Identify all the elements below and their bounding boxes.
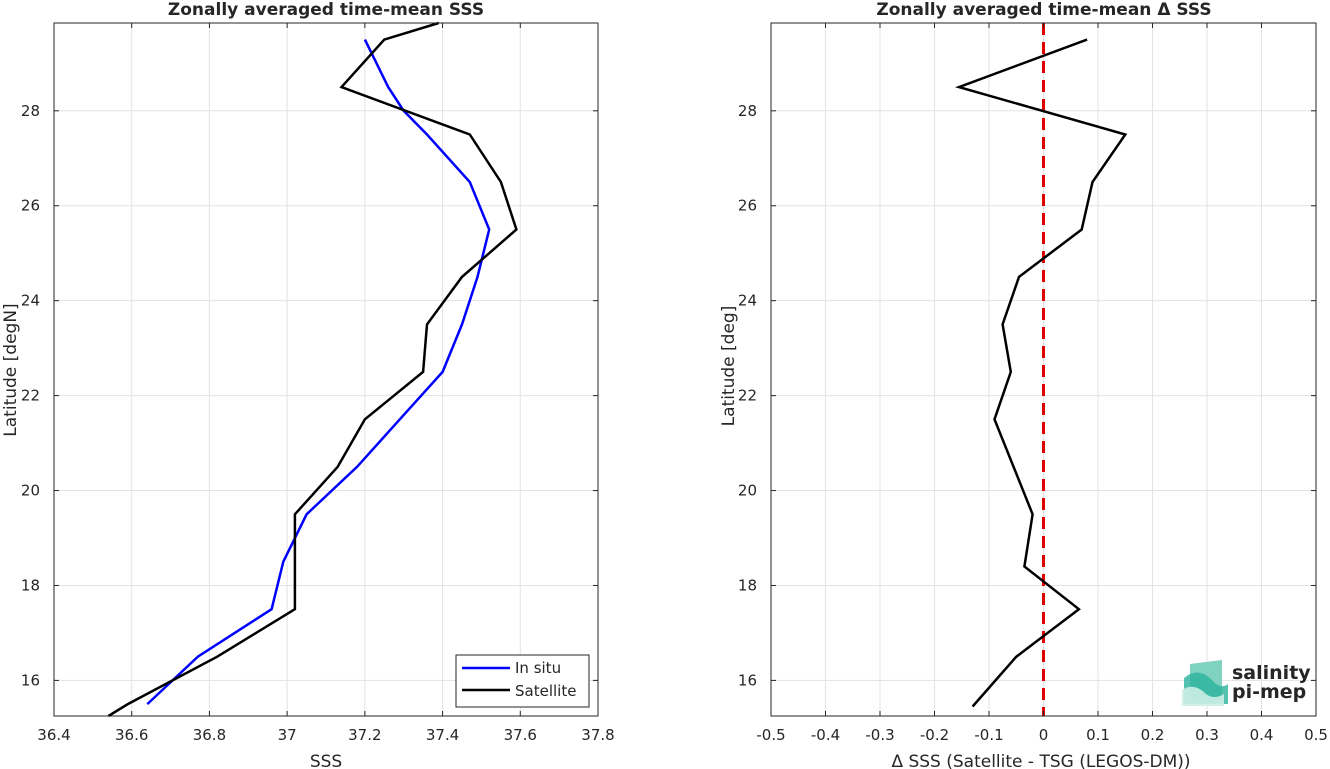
x-tick-label: 0 [1039,726,1049,744]
sss-panel: 36.4 36.6 36.8 37 37.2 37.4 37.6 37.8 16 18 20 22 24… [1,0,615,769]
x-tick-label: -0.2 [920,726,949,744]
legend-label-in-situ: In situ [515,659,561,677]
x-tick-label: 0.3 [1195,726,1219,744]
chart-title: Zonally averaged time-mean Δ SSS [876,0,1211,20]
y-tick-label: 22 [21,387,40,405]
x-tick-label: 37.2 [348,726,381,744]
x-tick-label: 36.8 [193,726,226,744]
chart-title: Zonally averaged time-mean SSS [168,0,484,20]
y-axis-label: Latitude [degN] [1,303,21,436]
logo-text-salinity: salinity [1232,662,1311,684]
x-tick-label: -0.1 [974,726,1003,744]
legend-box [455,654,590,708]
x-tick-label: 37.8 [581,726,614,744]
y-tick-label: 20 [21,482,40,500]
x-tick-label: 36.4 [37,726,70,744]
legend: In situ Satellite [455,654,590,708]
series-line [954,38,1128,708]
y-tick-label: 16 [21,671,40,689]
salinity-pi-mep-logo: salinity pi-mep [1182,660,1311,706]
x-tick-label: 0.4 [1250,726,1274,744]
x-tick-label: -0.3 [865,726,894,744]
x-tick-label: 37 [278,726,297,744]
y-tick-label: 16 [738,671,757,689]
x-tick-label: 37.4 [426,726,459,744]
x-axis-label: SSS [310,752,342,769]
y-tick-label: 26 [21,197,40,215]
x-tick-label: 0.1 [1086,726,1110,744]
y-tick-label: 22 [738,387,757,405]
series-line-in-situ [146,39,491,706]
x-axis-label: Δ SSS (Satellite - TSG (LEGOS-DM)) [891,752,1190,769]
logo-wave-shape [1182,686,1224,706]
logo-text-pi-mep: pi-mep [1232,681,1306,703]
y-axis-label: Latitude [deg] [719,306,739,427]
x-tick-label: 36.6 [115,726,148,744]
y-tick-label: 28 [738,102,757,120]
y-tick-label: 28 [21,102,40,120]
x-tick-label: -0.4 [811,726,840,744]
x-tick-label: 37.6 [504,726,537,744]
legend-label-satellite: Satellite [515,682,576,700]
y-tick-label: 24 [738,292,757,310]
y-tick-label: 20 [738,482,757,500]
y-tick-label: 26 [738,197,757,215]
y-tick-label: 18 [21,576,40,594]
y-tick-label: 24 [21,292,40,310]
series-line-satellite [107,21,518,718]
x-tick-label: 0.5 [1304,726,1328,744]
x-tick-label: -0.5 [756,726,785,744]
delta-sss-panel: -0.5 -0.4 -0.3 -0.2 -0.1 0 0.1 0.2 0.3 0.4 0.5 16 18… [719,0,1328,769]
y-tick-label: 18 [738,576,757,594]
x-tick-label: 0.2 [1141,726,1165,744]
